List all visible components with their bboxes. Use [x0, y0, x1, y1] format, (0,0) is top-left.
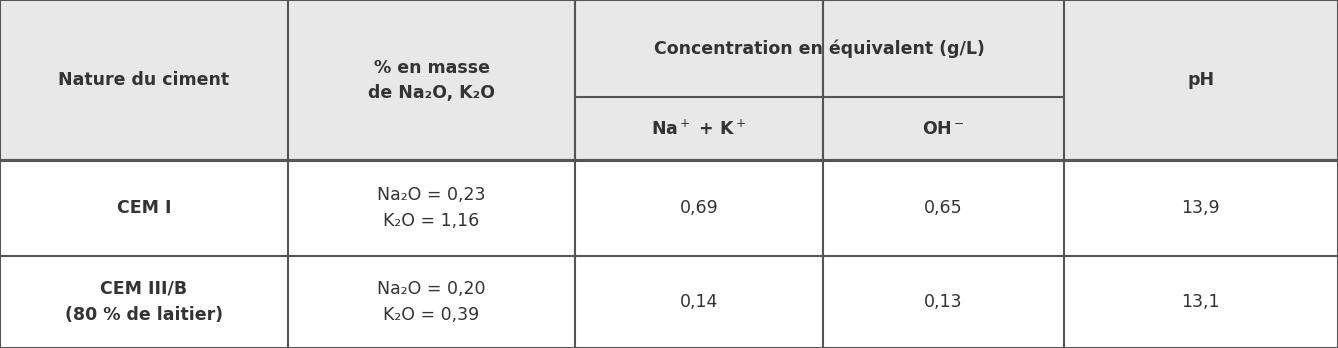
Text: % en masse
de Na₂O, K₂O: % en masse de Na₂O, K₂O [368, 58, 495, 102]
Text: Na$^+$ + K$^+$: Na$^+$ + K$^+$ [652, 119, 747, 139]
Bar [0, 160, 288, 256]
Bar [288, 0, 575, 160]
Bar [575, 256, 823, 348]
Bar [288, 256, 575, 348]
Text: pH: pH [1187, 71, 1215, 89]
Bar [823, 256, 1064, 348]
Bar [823, 160, 1064, 256]
Bar [823, 0, 1064, 160]
Text: 0,14: 0,14 [680, 293, 719, 311]
Text: Concentration en équivalent (g/L): Concentration en équivalent (g/L) [654, 39, 985, 58]
Text: CEM I: CEM I [116, 199, 171, 217]
Bar [1064, 256, 1338, 348]
Bar [575, 0, 823, 160]
Bar [1064, 160, 1338, 256]
Text: Nature du ciment: Nature du ciment [59, 71, 229, 89]
Text: 0,13: 0,13 [925, 293, 962, 311]
Bar [1064, 0, 1338, 160]
Text: 0,69: 0,69 [680, 199, 719, 217]
Bar [288, 160, 575, 256]
Bar [0, 256, 288, 348]
Text: OH$^-$: OH$^-$ [922, 120, 965, 138]
Text: Na₂O = 0,23
K₂O = 1,16: Na₂O = 0,23 K₂O = 1,16 [377, 186, 486, 230]
Bar [0, 0, 288, 160]
Text: 13,9: 13,9 [1181, 199, 1220, 217]
Text: CEM III/B
(80 % de laitier): CEM III/B (80 % de laitier) [64, 280, 223, 324]
Text: 13,1: 13,1 [1181, 293, 1220, 311]
Text: Na₂O = 0,20
K₂O = 0,39: Na₂O = 0,20 K₂O = 0,39 [377, 280, 486, 324]
Bar [575, 160, 823, 256]
Text: 0,65: 0,65 [925, 199, 962, 217]
